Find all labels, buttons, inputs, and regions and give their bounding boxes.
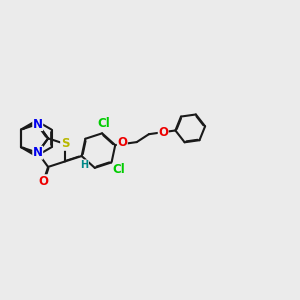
Text: N: N (33, 118, 43, 130)
Text: Cl: Cl (113, 163, 125, 176)
Text: N: N (33, 146, 43, 159)
Text: H: H (80, 160, 88, 170)
Text: Cl: Cl (98, 117, 111, 130)
Text: O: O (158, 126, 168, 139)
Text: O: O (38, 175, 49, 188)
Text: O: O (117, 136, 127, 149)
Text: S: S (61, 137, 69, 150)
